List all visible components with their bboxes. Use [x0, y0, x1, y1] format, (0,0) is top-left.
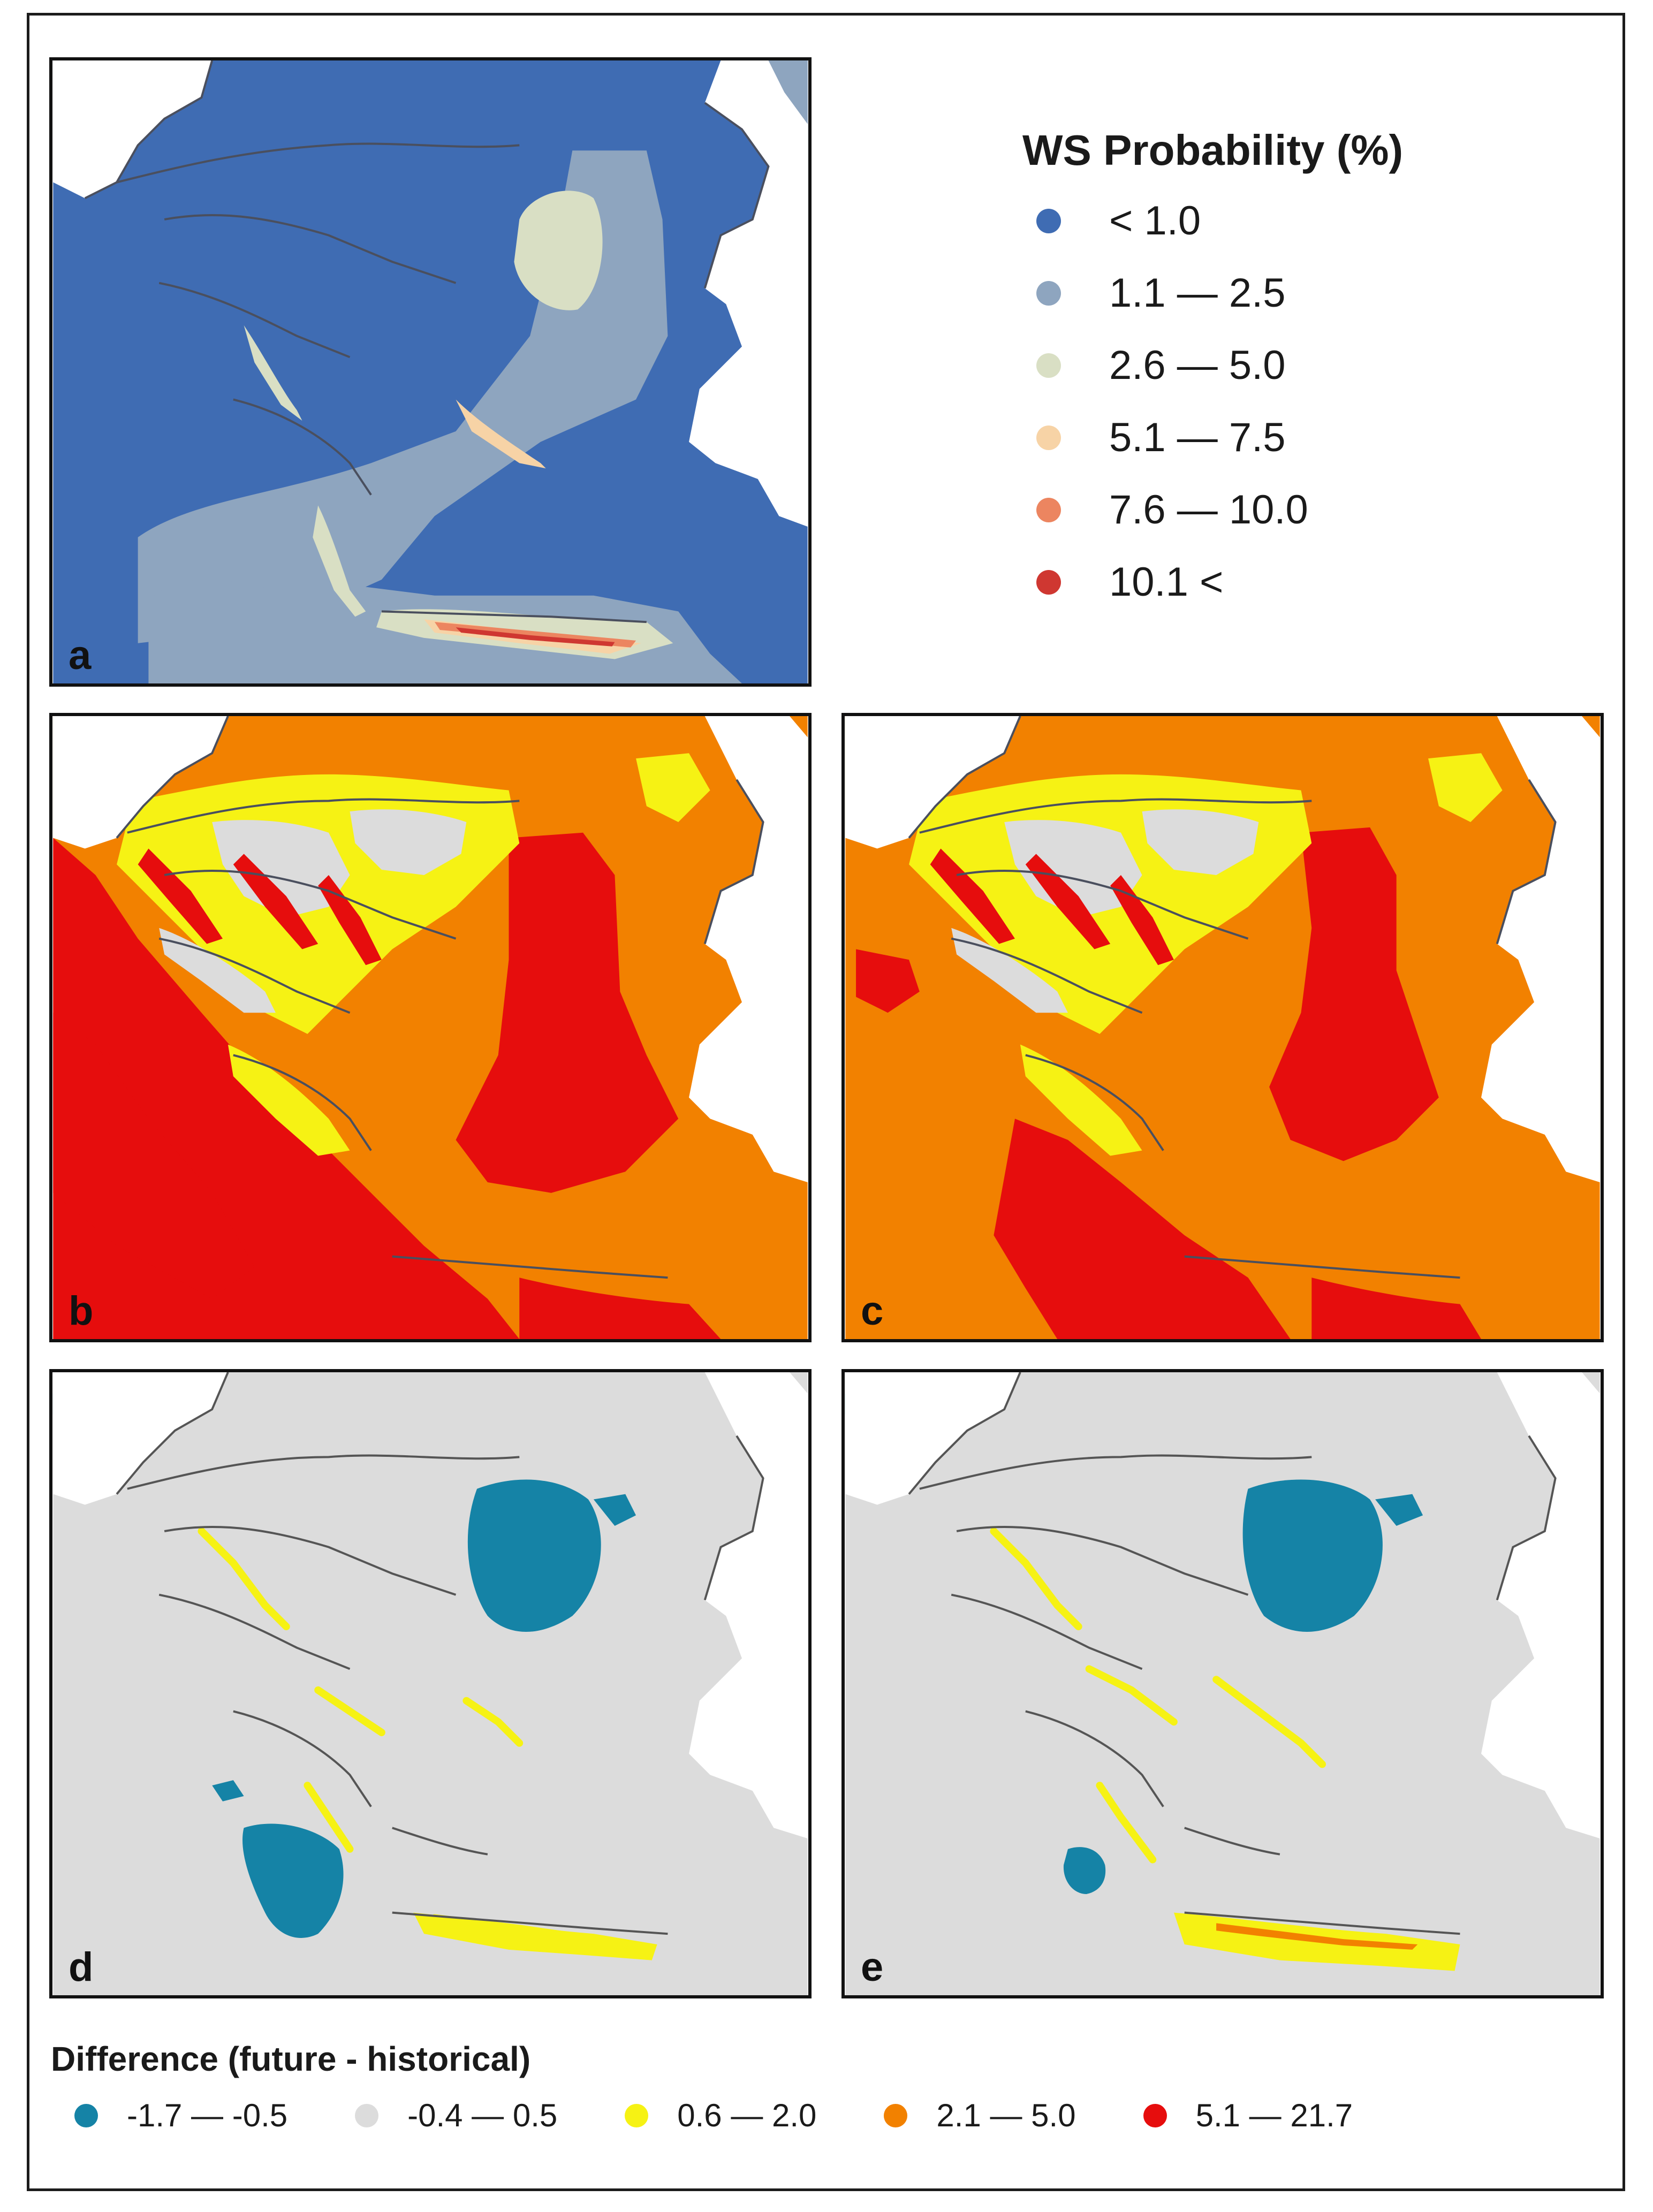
legend-label: 10.1 <: [1109, 559, 1224, 605]
legend-swatch: [355, 2103, 379, 2127]
ws-probability-legend: WS Probability (%) < 1.0 1.1 — 2.5 2.6 —…: [1022, 126, 1403, 618]
map-a: [53, 60, 808, 683]
legend-swatch: [884, 2103, 908, 2127]
panel-letter-b: b: [69, 1288, 94, 1334]
map-e: [845, 1372, 1600, 1995]
legend-item: 5.1 — 21.7: [1120, 2097, 1353, 2134]
legend-item: -0.4 — 0.5: [331, 2097, 557, 2134]
legend-label: 1.1 — 2.5: [1109, 270, 1286, 316]
legend-item: 2.1 — 5.0: [860, 2097, 1076, 2134]
map-panel-a: a: [49, 57, 812, 687]
legend-swatch: [74, 2103, 98, 2127]
map-b: [53, 716, 808, 1339]
legend-item: -1.7 — -0.5: [51, 2097, 287, 2134]
legend-item: 1.1 — 2.5: [1022, 257, 1403, 329]
ws-probability-legend-title: WS Probability (%): [1022, 126, 1404, 174]
map-panel-d: d: [49, 1369, 812, 1998]
panel-letter-c: c: [861, 1288, 884, 1334]
legend-swatch: [1143, 2103, 1167, 2127]
legend-label: 2.6 — 5.0: [1109, 343, 1286, 388]
difference-legend: Difference (future - historical) -1.7 — …: [51, 2039, 1397, 2134]
legend-item: 10.1 <: [1022, 546, 1403, 618]
map-c: [845, 716, 1600, 1339]
map-panel-c: c: [841, 713, 1604, 1342]
legend-label: 5.1 — 21.7: [1195, 2097, 1353, 2133]
legend-label: -0.4 — 0.5: [407, 2097, 558, 2133]
legend-swatch: [1036, 569, 1061, 595]
legend-swatch: [1036, 353, 1061, 378]
map-panel-e: e: [841, 1369, 1604, 1998]
legend-item: 5.1 — 7.5: [1022, 401, 1403, 474]
panel-letter-d: d: [69, 1944, 94, 1990]
figure-frame: [27, 13, 1625, 2191]
legend-label: 5.1 — 7.5: [1109, 415, 1286, 460]
legend-label: 0.6 — 2.0: [677, 2097, 817, 2133]
panel-letter-a: a: [69, 633, 92, 678]
legend-swatch: [1036, 425, 1061, 450]
legend-swatch: [1036, 280, 1061, 306]
legend-item: 2.6 — 5.0: [1022, 329, 1403, 401]
legend-label: 7.6 — 10.0: [1109, 487, 1308, 533]
map-d: [53, 1372, 808, 1995]
legend-item: 0.6 — 2.0: [601, 2097, 816, 2134]
legend-swatch: [1036, 208, 1061, 233]
difference-legend-items: -1.7 — -0.5 -0.4 — 0.5 0.6 — 2.0 2.1 — 5…: [51, 2097, 1397, 2134]
panel-letter-e: e: [861, 1944, 884, 1990]
legend-label: < 1.0: [1109, 198, 1201, 244]
legend-label: -1.7 — -0.5: [127, 2097, 288, 2133]
legend-item: < 1.0: [1022, 185, 1403, 257]
legend-swatch: [625, 2103, 649, 2127]
legend-swatch: [1036, 497, 1061, 522]
map-panel-b: b: [49, 713, 812, 1342]
difference-legend-title: Difference (future - historical): [51, 2040, 531, 2078]
legend-item: 7.6 — 10.0: [1022, 474, 1403, 546]
legend-label: 2.1 — 5.0: [936, 2097, 1076, 2133]
